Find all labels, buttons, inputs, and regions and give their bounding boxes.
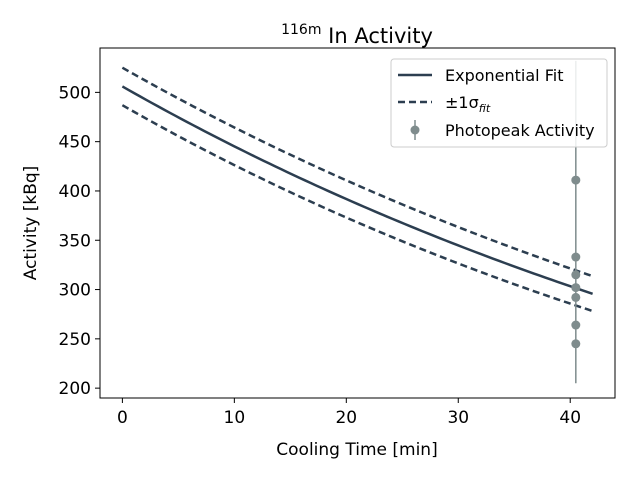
sigma-lower-line (121, 104, 593, 313)
photopeak-point (571, 270, 581, 280)
y-tick-label: 200 (59, 379, 91, 399)
legend-fit-label: Exponential Fit (445, 66, 563, 85)
photopeak-point (571, 320, 581, 330)
y-tick-label: 300 (59, 281, 91, 301)
x-tick-label: 0 (117, 408, 128, 428)
chart-title: 116m In Activity (281, 15, 433, 48)
legend-points-label: Photopeak Activity (445, 121, 595, 140)
x-tick-label: 20 (335, 408, 357, 428)
photopeak-point (571, 252, 581, 262)
y-tick-label: 500 (59, 83, 91, 103)
chart-title-superscript: 116m (281, 22, 321, 38)
y-axis-label: Activity [kBq] (21, 166, 41, 281)
y-axis-ticks: 200 250 300 350 400 450 500 (59, 83, 100, 399)
x-tick-label: 30 (447, 408, 469, 428)
chart-title-text: In Activity (328, 24, 433, 48)
legend-sigma-label: ±1σfit (445, 93, 491, 115)
photopeak-point (571, 339, 581, 349)
sigma-upper-line (121, 66, 594, 278)
legend-sigma-prefix: ±1σ (445, 93, 479, 112)
photopeak-point (571, 283, 581, 293)
exponential-fit-line (121, 85, 594, 295)
x-tick-label: 40 (559, 408, 581, 428)
x-axis-label: Cooling Time [min] (276, 440, 437, 460)
legend-point-marker (410, 125, 420, 135)
legend-box (390, 58, 608, 148)
legend-sigma-subscript: fit (479, 102, 491, 115)
y-tick-label: 450 (59, 133, 91, 153)
series-lines (121, 66, 594, 313)
photopeak-point (571, 175, 581, 185)
x-axis-ticks: 0 10 20 30 40 (117, 398, 581, 428)
plot-frame (99, 47, 616, 399)
legend: Exponential Fit ±1σfit Photopeak Activit… (390, 58, 608, 148)
x-tick-label: 10 (224, 408, 246, 428)
y-tick-label: 400 (59, 182, 91, 202)
photopeak-point (571, 292, 581, 302)
y-tick-label: 250 (59, 330, 91, 350)
y-tick-label: 350 (59, 231, 91, 251)
